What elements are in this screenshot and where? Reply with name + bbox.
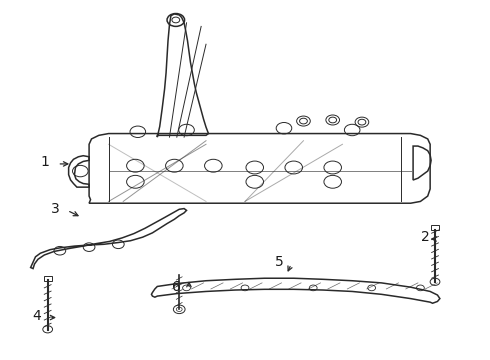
Text: 5: 5 bbox=[275, 255, 284, 269]
Text: 6: 6 bbox=[172, 280, 181, 294]
Text: 2: 2 bbox=[421, 230, 430, 244]
Text: 1: 1 bbox=[41, 155, 49, 169]
Text: 3: 3 bbox=[50, 202, 59, 216]
Text: 4: 4 bbox=[32, 309, 41, 323]
